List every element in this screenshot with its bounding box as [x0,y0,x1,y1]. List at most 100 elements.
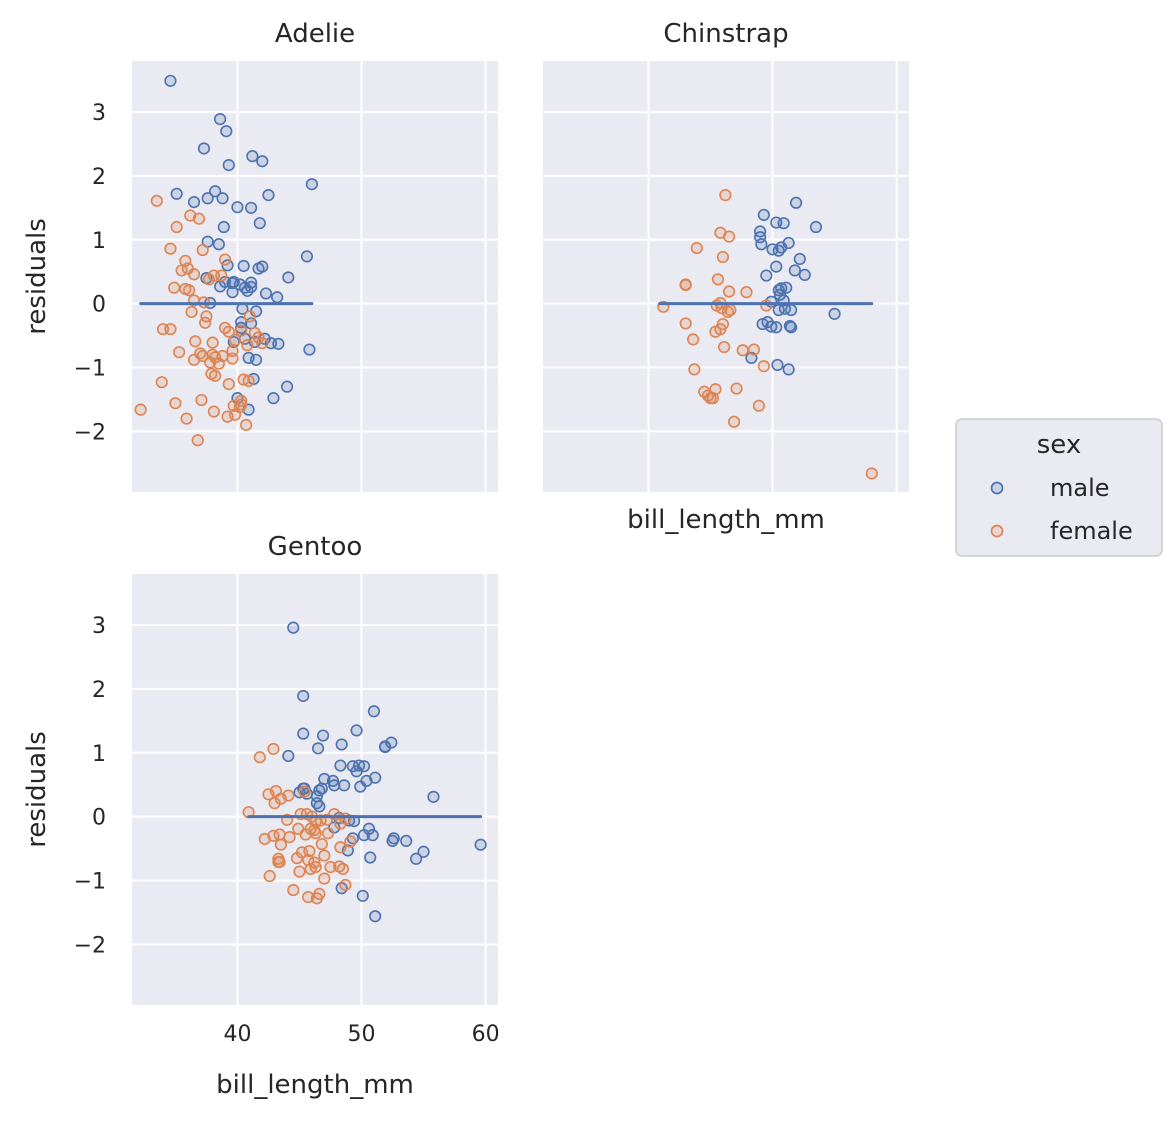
y-tick-label: 1 [92,229,106,254]
point-female [180,412,193,425]
point-male [264,337,278,350]
point-female [209,369,222,382]
plot-background [132,61,498,492]
point-female [727,415,741,428]
point-female [865,467,878,480]
point-female [150,194,163,207]
point-female [293,865,306,878]
x-axis-label: bill_length_mm [627,505,825,535]
point-male [783,319,796,333]
point-male [300,250,314,263]
point-male [474,838,487,851]
point-female [267,742,280,756]
point-male [354,780,367,793]
point-female [187,268,201,281]
point-male [201,192,214,205]
panel-adelie: −2 −1 0 1 2 3 Adelie residuals [22,19,498,492]
point-female [687,333,700,346]
point-male [356,889,369,902]
point-female [169,397,182,410]
point-male [259,287,273,300]
point-male [310,790,323,803]
point-female [253,751,266,764]
point-male [237,259,250,273]
point-female [339,878,352,892]
point-male [770,321,783,334]
point-female [315,837,328,851]
point-female [241,339,254,352]
point-female [334,841,347,854]
x-tick-label: 50 [348,1022,376,1047]
point-female [189,335,202,348]
point-male [287,621,300,634]
point-male [366,829,379,842]
point-male [316,729,330,742]
point-female [324,860,337,874]
legend: sex male female [955,418,1163,557]
point-female [718,340,731,354]
point-male [378,740,392,754]
y-tick-label: 3 [92,101,106,126]
point-female [228,333,242,347]
point-female [187,353,201,366]
point-male [335,738,348,751]
point-female [736,344,749,357]
point-male [305,178,318,191]
point-male [303,343,316,356]
point-female [283,830,296,844]
point-male [226,286,239,299]
point-male [253,217,266,230]
point-female [287,883,300,897]
panel-title: Gentoo [268,532,363,562]
point-male [369,910,382,923]
point-male [350,724,363,737]
point-male [357,829,371,842]
point-female [679,279,692,292]
point-female [222,377,235,391]
point-female [273,828,286,841]
point-female [321,827,335,840]
point-female [318,849,331,862]
point-male [298,782,311,795]
point-female [721,305,734,319]
point-female [175,264,188,277]
point-female [690,241,703,255]
point-female [156,323,170,336]
point-male [297,689,310,703]
point-male [417,845,430,858]
point-female [173,346,186,359]
point-male [788,264,801,277]
point-male [338,779,351,792]
point-female [218,253,232,266]
point-male [241,284,254,297]
point-male [217,220,230,234]
point-male [245,201,258,214]
point-male [785,303,798,317]
point-female [313,887,326,900]
point-female [730,382,743,395]
point-male [212,238,225,251]
point-male [334,759,347,772]
point-female [242,374,255,387]
x-axis-label: bill_length_mm [216,1070,414,1100]
point-female [318,872,331,885]
point-female [263,869,276,883]
point-female [215,269,228,282]
point-male [280,380,294,393]
point-male [400,834,413,848]
point-male [755,238,768,251]
y-axis-label: residuals [22,731,52,848]
point-female [168,281,181,294]
point-female [679,317,692,330]
x-tick-label: 60 [472,1022,500,1047]
point-female [704,392,717,405]
point-female [199,316,212,329]
y-tick-label: 2 [92,165,106,190]
point-female [709,325,722,338]
point-male [775,241,788,254]
point-male [771,358,784,372]
point-female [204,356,217,369]
panel-title: Adelie [275,19,355,49]
point-female [272,855,285,869]
point-male [350,765,363,778]
